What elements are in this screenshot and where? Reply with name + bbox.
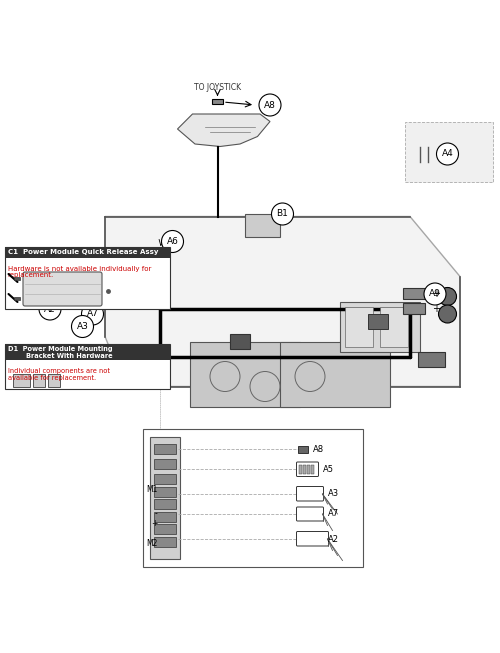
Bar [311, 464, 314, 474]
Bar [5, 246, 170, 257]
Bar [5, 344, 170, 389]
Circle shape [424, 283, 446, 305]
Bar [29, 264, 35, 268]
Text: +: + [432, 304, 440, 314]
Bar [142, 293, 160, 302]
Polygon shape [105, 217, 460, 387]
Bar [402, 288, 425, 299]
Bar [154, 511, 176, 522]
Bar [298, 445, 308, 453]
Text: A4: A4 [442, 150, 454, 159]
Bar [12, 374, 30, 387]
Bar [307, 464, 310, 474]
Text: A7: A7 [86, 310, 99, 319]
Text: A8: A8 [264, 101, 276, 110]
Text: TO JOYSTICK: TO JOYSTICK [194, 83, 241, 92]
Bar [140, 259, 162, 304]
Text: Hardware is not available individually for
replacement.: Hardware is not available individually f… [8, 266, 151, 278]
Text: A2: A2 [328, 535, 338, 543]
Bar [299, 464, 302, 474]
FancyBboxPatch shape [296, 532, 328, 546]
Bar [142, 268, 160, 276]
Text: A3: A3 [328, 490, 338, 498]
Circle shape [259, 94, 281, 116]
Bar [150, 436, 180, 559]
Bar [380, 306, 407, 347]
Text: C1  Power Module Quick Release Assy: C1 Power Module Quick Release Assy [8, 249, 158, 255]
Circle shape [39, 298, 61, 320]
Circle shape [436, 143, 458, 165]
Bar [48, 374, 60, 387]
FancyBboxPatch shape [42, 251, 142, 306]
Ellipse shape [212, 351, 288, 402]
FancyBboxPatch shape [23, 272, 102, 306]
Bar [25, 267, 31, 270]
Text: A8: A8 [312, 445, 324, 453]
FancyBboxPatch shape [296, 486, 324, 501]
Bar [154, 444, 176, 454]
Circle shape [272, 203, 293, 225]
FancyBboxPatch shape [296, 507, 324, 521]
Text: A2: A2 [44, 304, 56, 313]
Text: M2: M2 [146, 539, 158, 549]
Circle shape [132, 255, 154, 278]
Ellipse shape [278, 354, 342, 399]
Bar [142, 429, 362, 567]
Bar [154, 524, 176, 534]
Bar [154, 537, 176, 547]
Text: A3: A3 [76, 322, 88, 331]
Bar [280, 342, 390, 407]
Bar [5, 246, 170, 309]
Text: M1: M1 [146, 485, 158, 494]
Bar [21, 270, 27, 272]
Circle shape [72, 315, 94, 338]
Bar [402, 303, 425, 314]
Bar [142, 280, 160, 289]
Bar [212, 99, 223, 104]
Text: A1: A1 [84, 255, 96, 264]
Bar [345, 306, 372, 347]
Text: D1  Power Module Mounting
        Bracket With Hardware: D1 Power Module Mounting Bracket With Ha… [8, 345, 112, 358]
Circle shape [438, 305, 456, 323]
Bar [154, 474, 176, 484]
Text: +: + [151, 520, 158, 528]
Text: A9: A9 [429, 289, 441, 298]
FancyBboxPatch shape [296, 462, 318, 477]
Text: A6: A6 [166, 237, 178, 246]
Text: Individual components are not
available for replacement.: Individual components are not available … [8, 368, 110, 381]
Bar [154, 486, 176, 496]
Bar [190, 342, 300, 407]
Text: -: - [155, 509, 158, 518]
Text: A7: A7 [328, 509, 338, 518]
Bar [154, 459, 176, 469]
Text: A5: A5 [322, 464, 334, 473]
Bar [368, 314, 388, 329]
Text: B1: B1 [276, 210, 288, 219]
Bar [405, 121, 492, 182]
Polygon shape [178, 114, 270, 146]
Circle shape [82, 303, 104, 325]
Circle shape [438, 287, 456, 306]
Bar [303, 464, 306, 474]
Bar [340, 302, 420, 351]
Circle shape [79, 248, 101, 270]
Text: A5: A5 [136, 262, 148, 271]
Circle shape [162, 231, 184, 253]
Bar [245, 214, 280, 236]
Text: +: + [432, 289, 440, 299]
Bar [418, 351, 445, 366]
Bar [154, 499, 176, 509]
Bar [14, 296, 20, 300]
Bar [5, 344, 170, 360]
Bar [230, 334, 250, 349]
Bar [14, 276, 20, 280]
Bar [32, 374, 45, 387]
